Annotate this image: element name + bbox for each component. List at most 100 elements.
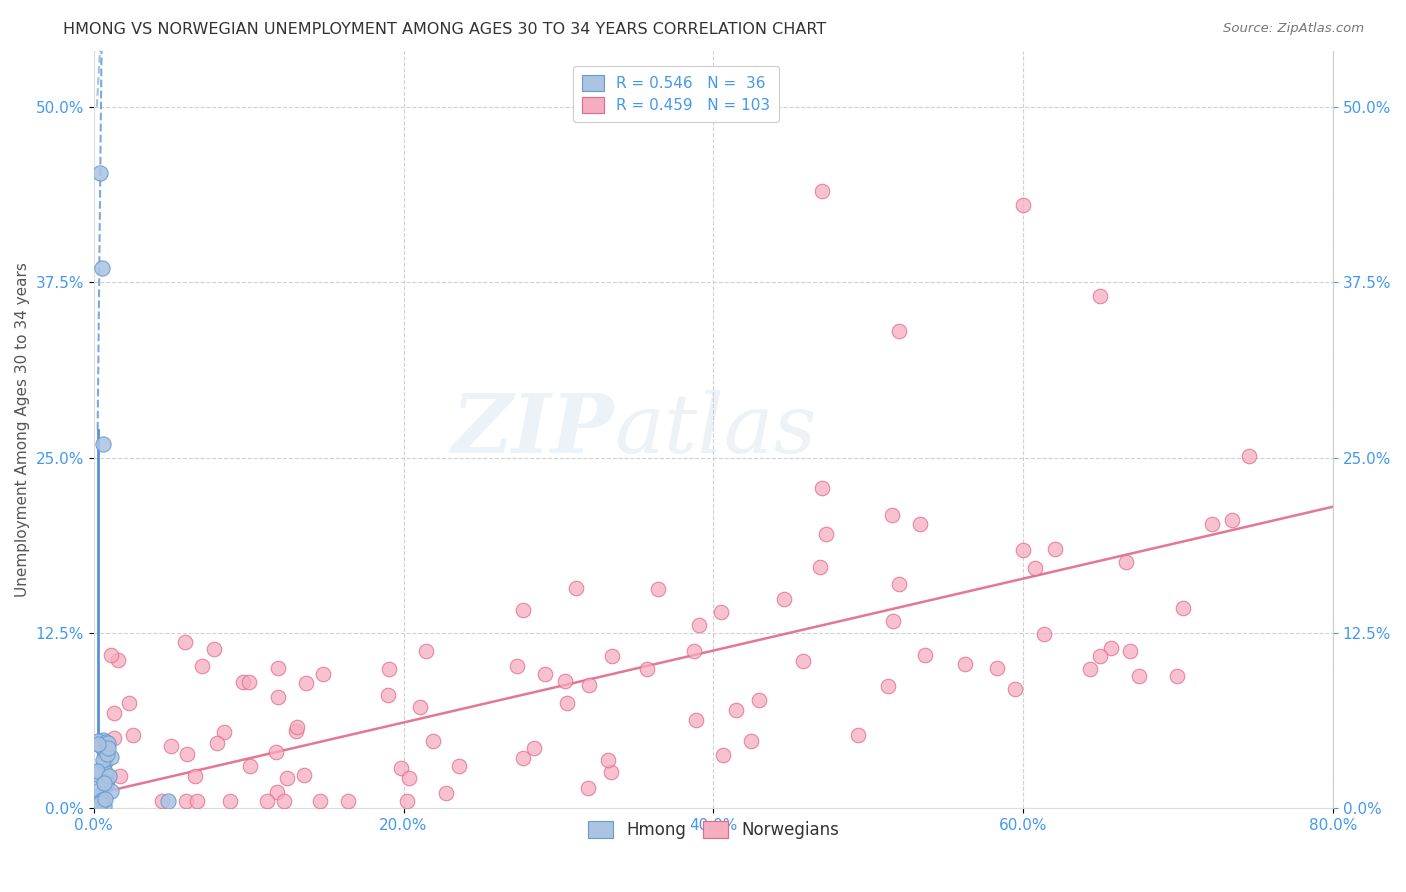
Point [814,527,837,541]
Point [748,692,770,706]
Point [110,768,132,782]
Point [1012,542,1035,557]
Point [1043,541,1066,556]
Point [1090,648,1112,663]
Point [422,733,444,747]
Point [810,184,832,198]
Point [273,794,295,808]
Point [93,798,115,813]
Point [186,794,208,808]
Point [96,747,118,761]
Point [409,699,432,714]
Point [103,706,125,721]
Point [683,644,706,658]
Point [91,754,114,768]
Point [100,750,122,764]
Point [647,582,669,596]
Point [506,658,529,673]
Point [415,644,437,658]
Point [1078,662,1101,676]
Point [808,560,831,574]
Point [378,662,401,676]
Point [239,759,262,773]
Point [711,748,734,763]
Point [219,794,242,808]
Point [523,740,546,755]
Point [398,771,420,785]
Point [264,745,287,759]
Point [1171,600,1194,615]
Text: ZIP: ZIP [451,390,614,469]
Point [96,775,118,789]
Point [91,733,114,747]
Point [94,777,117,791]
Point [87,734,110,748]
Point [792,654,814,668]
Point [157,794,180,808]
Point [1004,682,1026,697]
Point [1024,561,1046,575]
Point [685,713,707,727]
Point [887,577,910,591]
Point [599,765,621,780]
Point [238,674,260,689]
Point [276,771,298,785]
Text: atlas: atlas [614,390,817,469]
Point [94,764,117,779]
Point [576,781,599,796]
Point [554,673,576,688]
Point [100,648,122,663]
Point [389,761,412,775]
Point [86,764,108,778]
Point [202,641,225,656]
Point [107,653,129,667]
Point [150,794,173,808]
Point [725,703,748,717]
Point [1220,513,1243,527]
Point [434,786,457,800]
Point [285,720,308,734]
Point [312,667,335,681]
Point [285,724,308,739]
Point [1119,644,1142,658]
Point [91,436,114,450]
Point [1033,626,1056,640]
Point [1012,198,1035,212]
Point [337,794,360,808]
Point [89,166,111,180]
Point [176,747,198,761]
Point [91,795,114,809]
Point [295,676,318,690]
Point [877,679,900,693]
Point [309,794,332,808]
Point [292,768,315,782]
Point [256,794,278,808]
Y-axis label: Unemployment Among Ages 30 to 34 years: Unemployment Among Ages 30 to 34 years [15,262,30,597]
Point [512,751,534,765]
Point [191,658,214,673]
Point [578,678,600,692]
Text: HMONG VS NORWEGIAN UNEMPLOYMENT AMONG AGES 30 TO 34 YEARS CORRELATION CHART: HMONG VS NORWEGIAN UNEMPLOYMENT AMONG AG… [63,22,827,37]
Point [97,736,120,750]
Text: Source: ZipAtlas.com: Source: ZipAtlas.com [1223,22,1364,36]
Point [986,661,1008,675]
Point [449,758,471,772]
Point [600,648,623,663]
Point [94,735,117,749]
Point [89,796,111,810]
Point [596,753,619,767]
Point [160,739,183,753]
Point [710,605,733,619]
Point [86,767,108,781]
Point [1166,669,1188,683]
Point [93,770,115,784]
Point [97,740,120,755]
Point [121,728,143,742]
Point [205,736,228,750]
Point [740,734,762,748]
Point [100,784,122,798]
Point [887,324,910,338]
Point [87,737,110,751]
Point [184,769,207,783]
Point [1128,669,1150,683]
